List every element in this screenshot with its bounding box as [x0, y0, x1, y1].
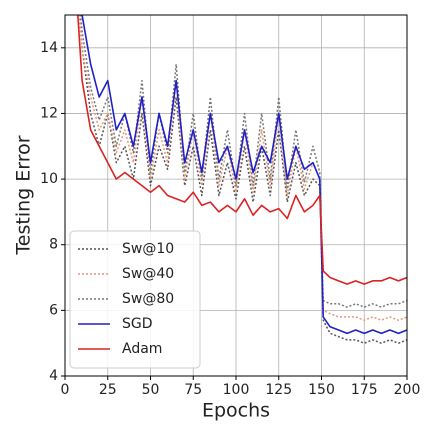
- y-tick-label: 10: [40, 171, 58, 187]
- series-line: [78, 15, 407, 344]
- series-line: [79, 15, 407, 308]
- y-tick-label: 14: [40, 40, 58, 56]
- x-axis-label: Epochs: [202, 400, 270, 422]
- legend: Sw@10 Sw@40 Sw@80 SGD Adam: [69, 230, 201, 369]
- legend-box: [69, 230, 201, 369]
- series-line: [77, 15, 407, 285]
- x-tick-label: 175: [351, 382, 378, 398]
- x-tick-label: 25: [99, 382, 117, 398]
- y-tick-label: 12: [40, 105, 58, 121]
- y-tick-label: 8: [49, 237, 58, 253]
- legend-label: Sw@10: [122, 241, 174, 257]
- x-tick-label: 150: [308, 382, 335, 398]
- x-tick-label: 0: [61, 382, 70, 398]
- legend-label: SGD: [122, 316, 153, 332]
- y-tick-label: 6: [49, 302, 58, 318]
- legend-label: Sw@80: [122, 291, 174, 307]
- y-axis-label: Testing Error: [13, 135, 35, 255]
- series-line: [78, 15, 407, 321]
- x-tick-label: 125: [265, 382, 292, 398]
- x-tick-label: 75: [184, 382, 202, 398]
- x-tick-label: 200: [394, 382, 421, 398]
- legend-label: Adam: [122, 341, 162, 357]
- series-line: [81, 15, 407, 335]
- y-tick-label: 4: [49, 368, 58, 384]
- x-tick-label: 50: [142, 382, 160, 398]
- x-tick-label: 100: [223, 382, 250, 398]
- legend-label: Sw@40: [122, 266, 174, 282]
- lines: [77, 15, 407, 344]
